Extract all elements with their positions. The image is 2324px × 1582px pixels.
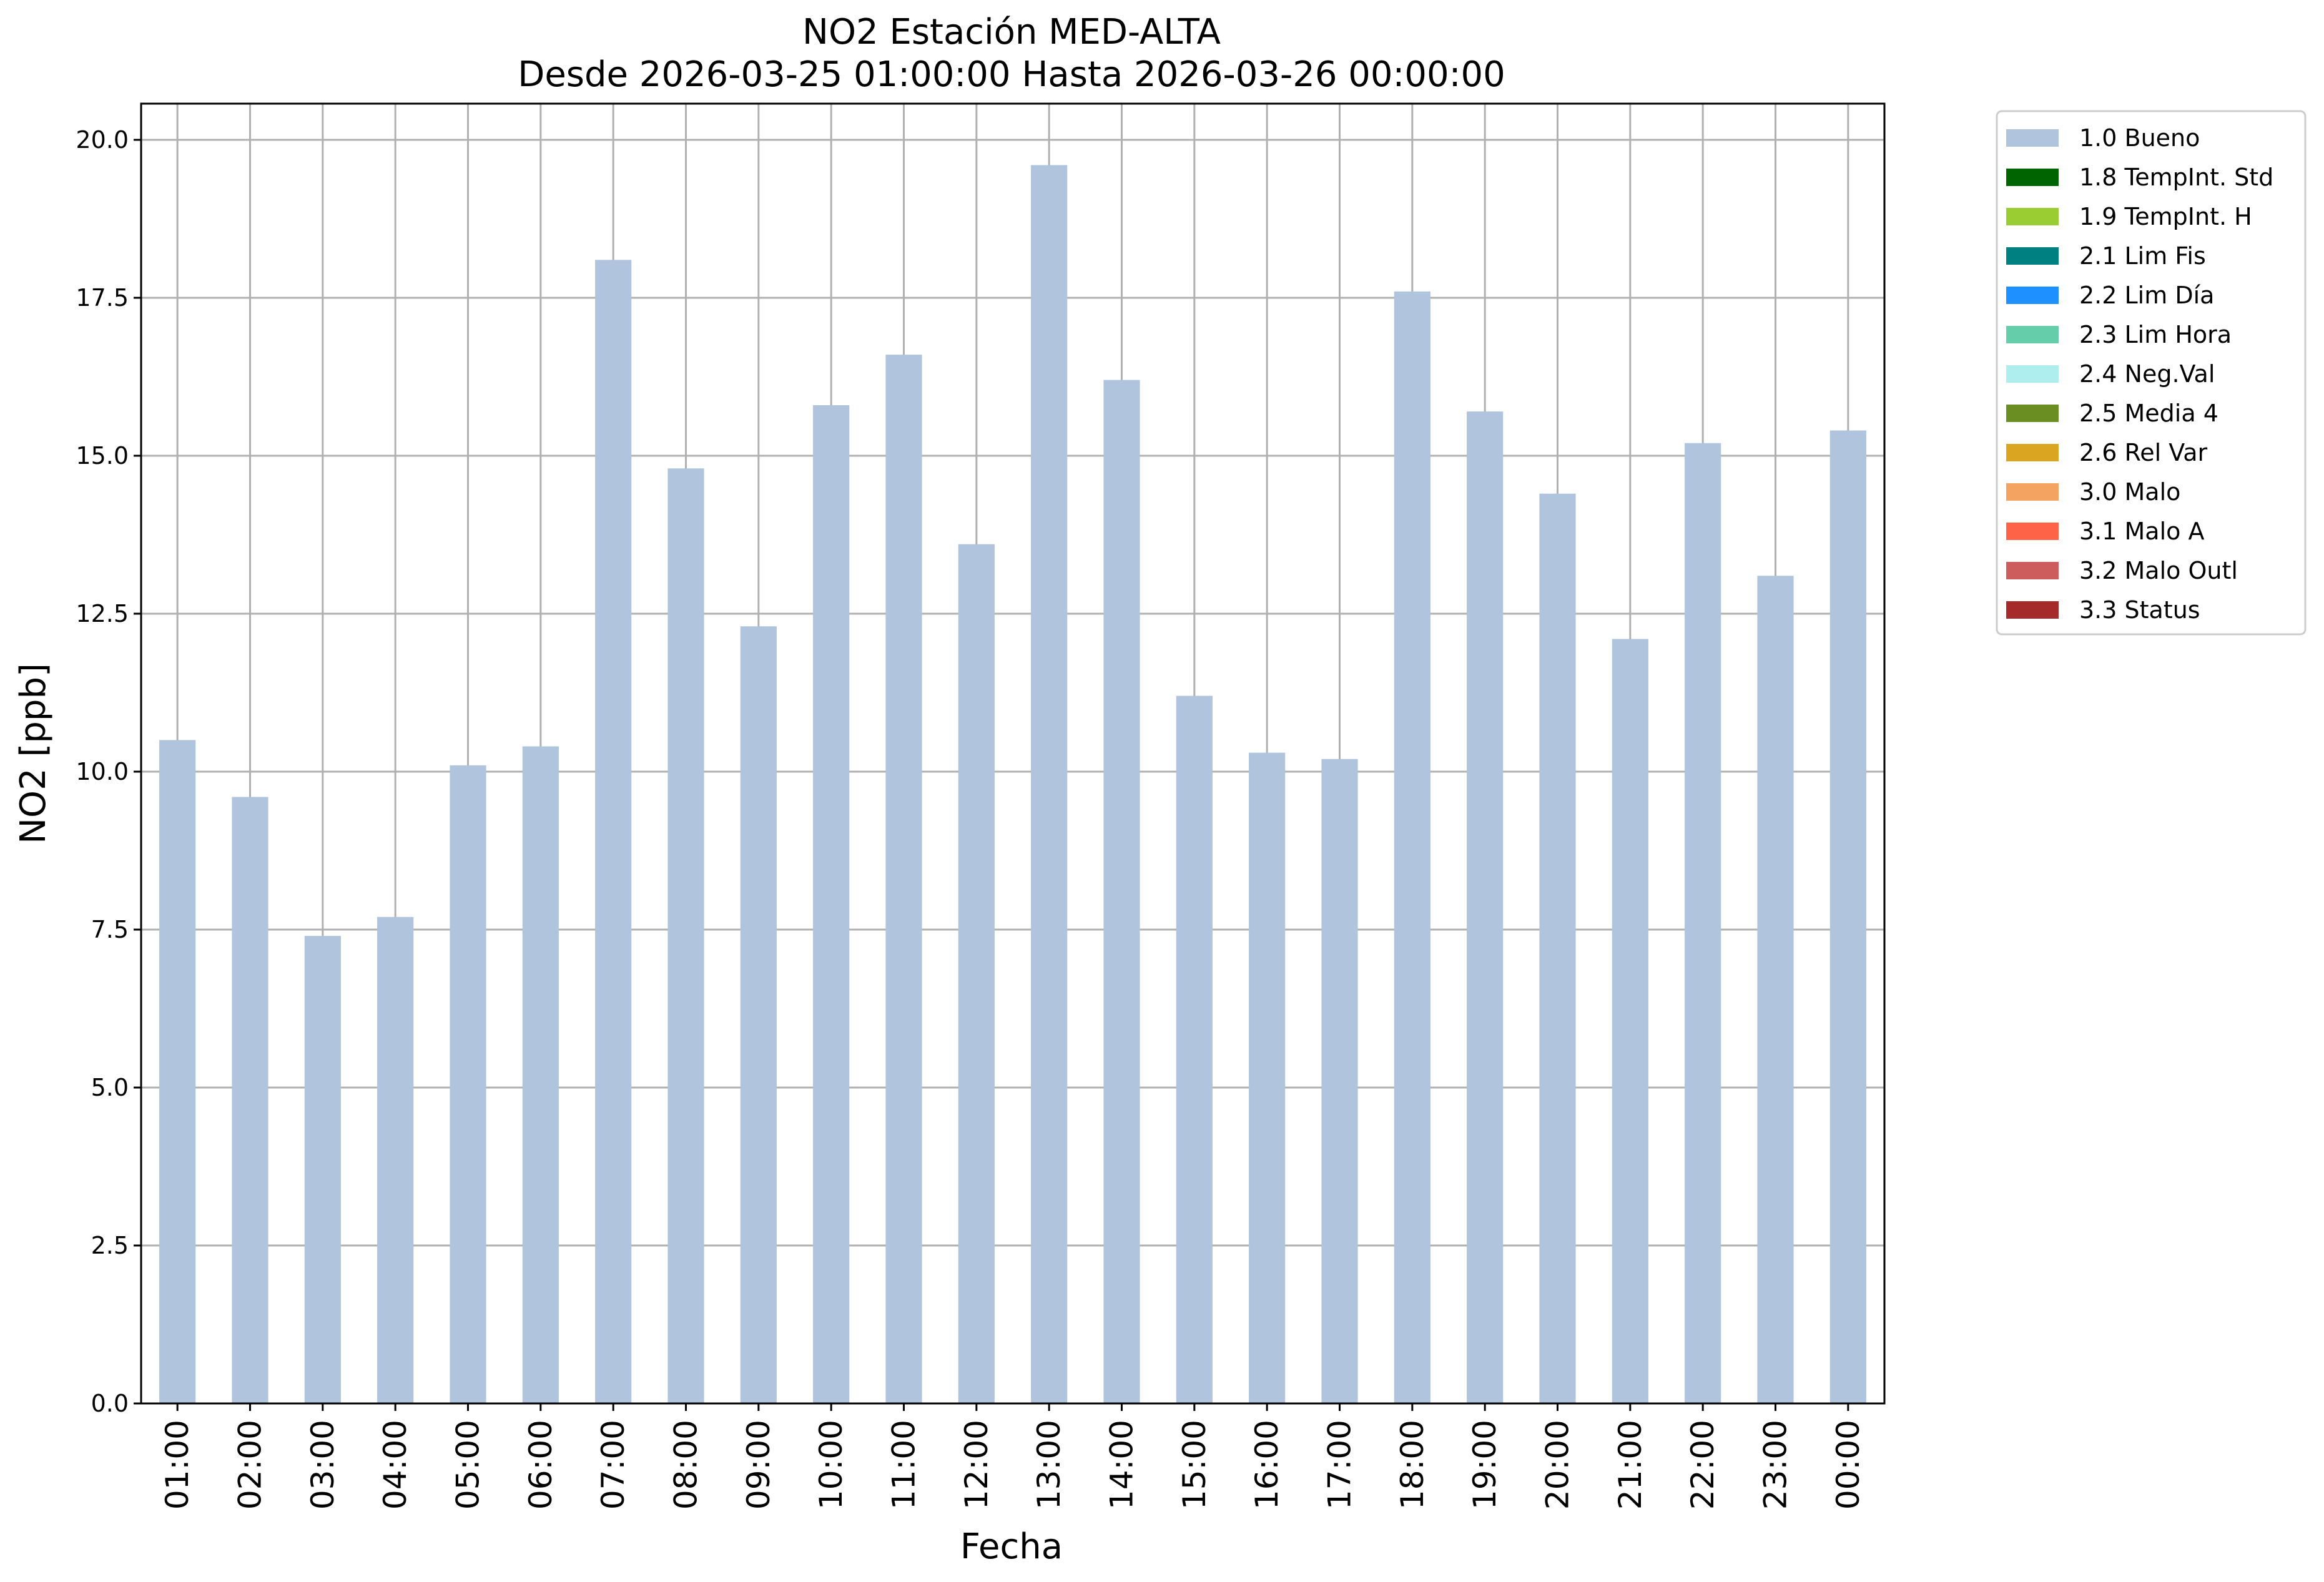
y-tick-label: 12.5 [76, 600, 129, 627]
bar [1176, 695, 1213, 1403]
bar [958, 544, 995, 1404]
y-tick-label: 7.5 [91, 916, 129, 943]
bar [377, 916, 414, 1403]
legend-items: 1.0 Bueno 1.8 TempInt. Std 1.9 TempInt. H 2… [2006, 124, 2273, 624]
x-tick-label: 02:00 [232, 1420, 268, 1510]
legend-label: 3.3 Status [2079, 596, 2200, 624]
legend-swatch [2006, 523, 2059, 540]
y-tick-label: 20.0 [76, 126, 129, 154]
x-tick-label: 14:00 [1104, 1420, 1140, 1510]
x-tick-label: 05:00 [450, 1420, 486, 1510]
bar [304, 936, 341, 1403]
x-tick-label: 08:00 [668, 1420, 704, 1510]
x-tick-label: 06:00 [523, 1420, 559, 1510]
bar [232, 797, 268, 1403]
x-tick-label: 19:00 [1467, 1420, 1503, 1510]
x-tick-label: 12:00 [958, 1420, 995, 1510]
x-tick-label: 18:00 [1394, 1420, 1430, 1510]
x-tick-label: 07:00 [595, 1420, 631, 1510]
x-tick-label: 11:00 [886, 1420, 922, 1510]
legend-label: 2.4 Neg.Val [2079, 360, 2215, 388]
y-axis-label: NO2 [ppb] [13, 663, 54, 844]
legend-label: 1.0 Bueno [2079, 124, 2200, 152]
y-tick-label: 10.0 [76, 758, 129, 785]
x-tick-label: 21:00 [1612, 1420, 1648, 1510]
x-tick-label: 03:00 [305, 1420, 341, 1510]
bars [159, 165, 1866, 1404]
x-tick-label: 22:00 [1685, 1420, 1721, 1510]
legend-swatch [2006, 129, 2059, 147]
legend-label: 3.0 Malo [2079, 478, 2180, 506]
y-axis-ticks: 0.0 2.5 5.0 7.5 10.0 12.5 15.0 17.5 20.0 [76, 126, 141, 1417]
y-tick-label: 17.5 [76, 284, 129, 312]
bar [813, 405, 850, 1403]
bar [667, 468, 704, 1403]
bar [159, 740, 196, 1403]
legend-swatch [2006, 169, 2059, 186]
legend-label: 3.1 Malo A [2079, 518, 2204, 545]
bar [740, 626, 777, 1403]
legend-swatch [2006, 326, 2059, 343]
chart-subtitle: Desde 2026-03-25 01:00:00 Hasta 2026-03-… [518, 54, 1505, 95]
bar [1757, 576, 1794, 1403]
bar [1394, 291, 1430, 1403]
legend-label: 2.6 Rel Var [2079, 439, 2208, 466]
legend-label: 1.8 TempInt. Std [2079, 164, 2273, 191]
bar [450, 765, 486, 1403]
bar [1249, 752, 1286, 1403]
legend-swatch [2006, 365, 2059, 383]
bar [1031, 165, 1068, 1404]
bar [1829, 430, 1866, 1403]
legend-swatch [2006, 247, 2059, 265]
bar [595, 260, 632, 1403]
y-tick-label: 0.0 [91, 1390, 129, 1417]
x-tick-label: 16:00 [1249, 1420, 1285, 1510]
chart-title: NO2 Estación MED-ALTA [802, 12, 1221, 52]
y-tick-label: 2.5 [91, 1232, 129, 1259]
x-tick-label: 20:00 [1540, 1420, 1576, 1510]
plot-frame [140, 102, 1886, 1405]
plot-area: 0.0 2.5 5.0 7.5 10.0 12.5 15.0 17.5 20.0 01:00 02… [76, 102, 1886, 1510]
legend-swatch [2006, 562, 2059, 579]
legend-label: 2.3 Lim Hora [2079, 321, 2232, 348]
bar [1321, 759, 1358, 1403]
x-tick-label: 15:00 [1176, 1420, 1213, 1510]
x-axis-label: Fecha [960, 1526, 1063, 1567]
y-tick-label: 5.0 [91, 1074, 129, 1101]
x-axis-ticks: 01:00 02:00 03:00 04:00 05:00 06:00 07:00 08:00… [159, 1403, 1866, 1510]
x-tick-label: 01:00 [159, 1420, 195, 1510]
x-tick-label: 04:00 [377, 1420, 413, 1510]
bar [1539, 493, 1576, 1403]
legend-label: 2.1 Lim Fis [2079, 242, 2206, 270]
legend-label: 3.2 Malo Outl [2079, 557, 2238, 584]
y-tick-label: 15.0 [76, 442, 129, 469]
x-tick-label: 00:00 [1830, 1420, 1866, 1510]
bar [1612, 639, 1648, 1403]
x-tick-label: 23:00 [1758, 1420, 1794, 1510]
x-tick-label: 10:00 [813, 1420, 849, 1510]
legend: 1.0 Bueno 1.8 TempInt. Std 1.9 TempInt. H 2… [1996, 110, 2307, 636]
x-tick-label: 13:00 [1031, 1420, 1067, 1510]
legend-label: 2.5 Media 4 [2079, 400, 2218, 427]
legend-swatch [2006, 208, 2059, 225]
legend-swatch [2006, 405, 2059, 422]
plot-background [141, 104, 1884, 1403]
bar [1467, 411, 1504, 1404]
bar [1103, 380, 1140, 1403]
legend-swatch [2006, 483, 2059, 501]
legend-swatch [2006, 444, 2059, 461]
bar [522, 746, 559, 1403]
legend-frame [1996, 110, 2307, 636]
bar [885, 355, 922, 1403]
bar [1685, 443, 1721, 1403]
x-tick-label: 09:00 [741, 1420, 777, 1510]
legend-label: 1.9 TempInt. H [2079, 203, 2252, 230]
legend-swatch [2006, 287, 2059, 304]
x-tick-label: 17:00 [1322, 1420, 1358, 1510]
legend-swatch [2006, 601, 2059, 619]
legend-label: 2.2 Lim Día [2079, 282, 2214, 309]
